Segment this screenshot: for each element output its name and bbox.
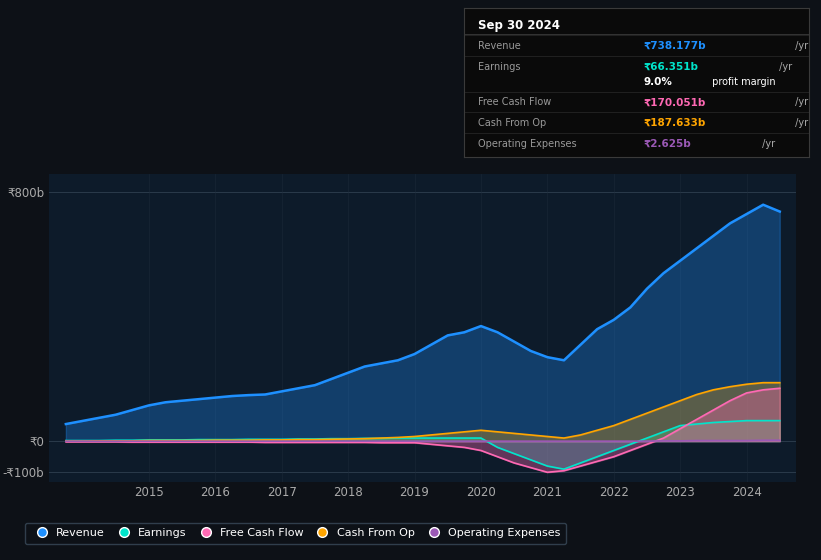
- Text: /yr: /yr: [792, 97, 808, 108]
- Text: ₹2.625b: ₹2.625b: [643, 139, 691, 149]
- Text: 9.0%: 9.0%: [643, 77, 672, 87]
- Text: /yr: /yr: [776, 62, 791, 72]
- Text: Operating Expenses: Operating Expenses: [478, 139, 576, 149]
- Text: Earnings: Earnings: [478, 62, 521, 72]
- Text: profit margin: profit margin: [709, 77, 776, 87]
- Text: ₹66.351b: ₹66.351b: [643, 62, 698, 72]
- Text: /yr: /yr: [792, 41, 808, 51]
- Text: Free Cash Flow: Free Cash Flow: [478, 97, 551, 108]
- Text: /yr: /yr: [792, 118, 808, 128]
- Text: /yr: /yr: [759, 139, 775, 149]
- Text: ₹170.051b: ₹170.051b: [643, 97, 705, 108]
- Text: ₹738.177b: ₹738.177b: [643, 41, 706, 51]
- Text: ₹187.633b: ₹187.633b: [643, 118, 705, 128]
- Text: Sep 30 2024: Sep 30 2024: [478, 19, 560, 32]
- Text: Cash From Op: Cash From Op: [478, 118, 546, 128]
- Text: Revenue: Revenue: [478, 41, 521, 51]
- Legend: Revenue, Earnings, Free Cash Flow, Cash From Op, Operating Expenses: Revenue, Earnings, Free Cash Flow, Cash …: [25, 522, 566, 544]
